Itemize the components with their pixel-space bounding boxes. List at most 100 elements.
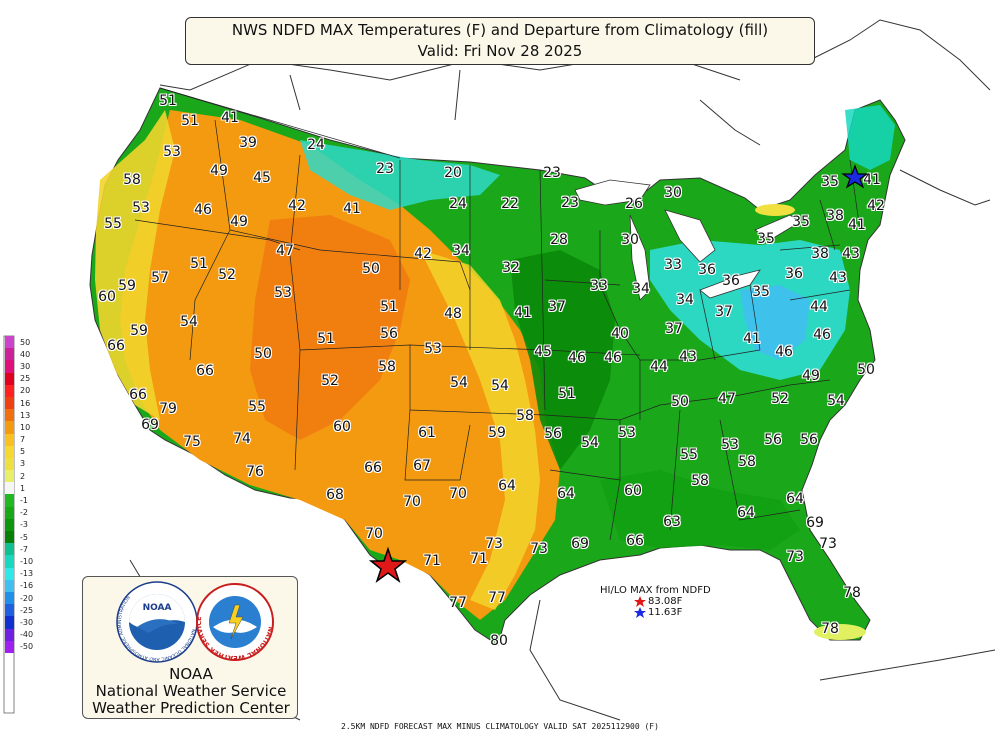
nws-emblem-icon: NATIONAL WEATHER SERVICE xyxy=(195,583,275,662)
city-temp-label: 66 xyxy=(626,533,644,549)
city-temp-label: 45 xyxy=(534,344,552,360)
city-temp-label: 36 xyxy=(698,262,716,278)
south-florida-fringe xyxy=(814,624,866,640)
city-temp-label: 33 xyxy=(590,278,608,294)
city-temp-label: 56 xyxy=(800,432,818,448)
city-temp-label: 34 xyxy=(676,292,694,308)
city-temp-label: 70 xyxy=(449,486,467,502)
city-temp-label: 42 xyxy=(288,198,306,214)
city-temp-label: 20 xyxy=(444,165,462,181)
city-temp-label: 55 xyxy=(680,447,698,463)
legend-label: 40 xyxy=(20,349,31,359)
city-temp-label: 36 xyxy=(722,273,740,289)
city-temp-label: 48 xyxy=(444,306,462,322)
city-temp-label: 57 xyxy=(151,270,169,286)
city-temp-label: 41 xyxy=(743,331,761,347)
city-temp-label: 53 xyxy=(163,144,181,160)
legend-swatch xyxy=(5,579,14,592)
city-temp-label: 49 xyxy=(230,214,248,230)
city-temp-label: 54 xyxy=(827,393,845,409)
city-temp-label: 41 xyxy=(863,172,881,188)
city-temp-label: 70 xyxy=(403,494,421,510)
city-temp-label: 66 xyxy=(196,363,214,379)
legend-swatch xyxy=(5,591,14,605)
city-temp-label: 26 xyxy=(625,196,643,212)
legend-swatch xyxy=(5,604,14,617)
city-temp-label: 56 xyxy=(764,432,782,448)
city-temp-label: 22 xyxy=(501,196,519,212)
city-temp-label: 24 xyxy=(307,137,325,153)
city-temp-label: 79 xyxy=(159,401,177,417)
city-temp-label: 58 xyxy=(378,359,396,375)
city-temp-label: 59 xyxy=(118,278,136,294)
city-temp-label: 73 xyxy=(786,549,804,565)
city-temp-label: 58 xyxy=(516,408,534,424)
legend-row: 5 xyxy=(5,445,45,458)
hilo-title: HI/LO MAX from NDFD xyxy=(600,585,711,596)
city-temp-label: 41 xyxy=(514,305,532,321)
city-temp-label: 46 xyxy=(775,344,793,360)
legend-row: -10 xyxy=(5,555,45,568)
city-temp-label: 42 xyxy=(867,198,885,214)
city-temp-label: 35 xyxy=(752,284,770,300)
legend-label: -30 xyxy=(20,617,34,627)
hilo-hi-star-icon xyxy=(634,596,646,607)
city-temp-label: 35 xyxy=(792,214,810,230)
legend-label: -1 xyxy=(20,496,28,506)
city-temp-label: 51 xyxy=(558,386,576,402)
legend-row: -40 xyxy=(5,628,45,641)
legend-label: 1 xyxy=(20,483,26,493)
city-temp-label: 54 xyxy=(581,435,599,451)
city-temp-label: 77 xyxy=(449,595,467,611)
legend-label: 10 xyxy=(20,422,31,432)
cool-anomaly-newengland xyxy=(845,105,895,170)
legend-label: -25 xyxy=(20,605,34,615)
legend-swatch xyxy=(5,445,14,458)
legend-swatch xyxy=(5,506,14,519)
city-temp-label: 46 xyxy=(813,327,831,343)
city-temp-label: 59 xyxy=(130,323,148,339)
color-legend: 50 40 30 25 20 16 13 10 7 5 3 2 1 -1 -2 -3 -5 -7 -10 -13 -16… xyxy=(5,336,45,653)
legend-swatch xyxy=(5,360,14,373)
footer-caption: 2.5KM NDFD FORECAST MAX MINUS CLIMATOLOG… xyxy=(341,722,659,731)
legend-swatch xyxy=(5,336,14,349)
city-temp-label: 41 xyxy=(343,201,361,217)
legend-row: 16 xyxy=(5,396,45,410)
lo-marker-star-icon xyxy=(841,164,869,189)
ontario-shore-warm xyxy=(755,204,795,216)
legend-row: -16 xyxy=(5,579,45,592)
city-temp-label: 41 xyxy=(221,110,239,126)
legend-label: -2 xyxy=(20,508,28,518)
legend-label: 3 xyxy=(20,459,26,469)
legend-swatch xyxy=(5,555,14,568)
city-temp-label: 68 xyxy=(326,487,344,503)
city-temp-label: 33 xyxy=(664,257,682,273)
city-temp-label: 66 xyxy=(364,460,382,476)
city-temp-label: 69 xyxy=(806,515,824,531)
city-temp-label: 67 xyxy=(413,458,431,474)
city-temp-label: 43 xyxy=(842,246,860,262)
legend-row: -25 xyxy=(5,604,45,617)
dark-green-plains xyxy=(510,250,615,470)
legend-row: -1 xyxy=(5,494,45,507)
city-temp-label: 54 xyxy=(450,375,468,391)
city-temp-label: 50 xyxy=(254,346,272,362)
city-temp-label: 64 xyxy=(498,478,516,494)
city-temp-label: 49 xyxy=(802,368,820,384)
city-temp-label: 55 xyxy=(104,216,122,232)
legend-label: -5 xyxy=(20,532,28,542)
warm-fringe-west xyxy=(95,110,175,420)
legend-row: 40 xyxy=(5,348,45,361)
city-temp-label: 43 xyxy=(829,270,847,286)
city-temp-label: 66 xyxy=(107,338,125,354)
city-temp-label: 60 xyxy=(624,483,642,499)
legend-row: 1 xyxy=(5,482,45,495)
city-temp-label: 60 xyxy=(98,289,116,305)
city-temp-label: 36 xyxy=(785,266,803,282)
legend-swatch xyxy=(5,531,14,544)
city-temp-label: 46 xyxy=(568,350,586,366)
noaa-logo-box: NOAA NATIONAL OCEANIC AND ATMOSPHERIC AD… xyxy=(82,576,298,719)
city-temp-label: 71 xyxy=(470,551,488,567)
